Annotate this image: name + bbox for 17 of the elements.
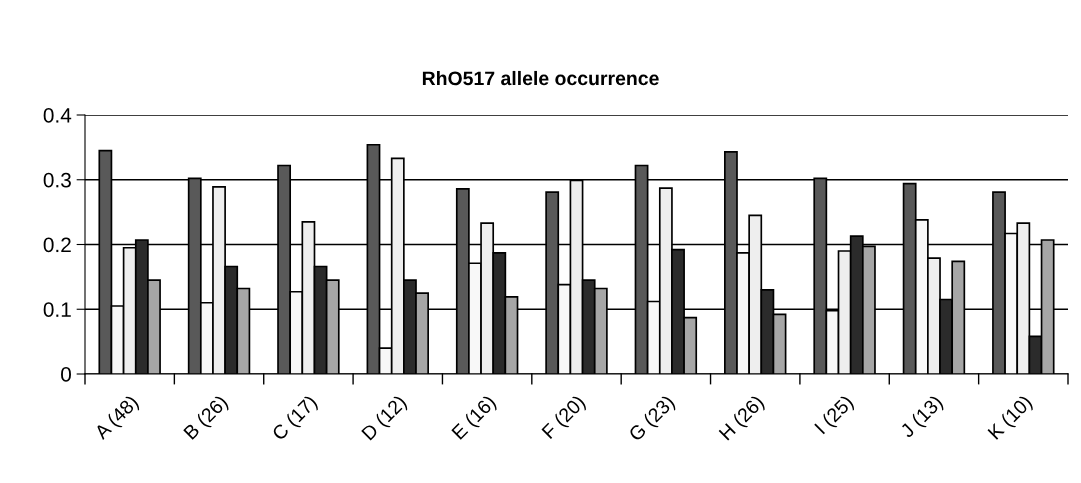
x-tick-label: G (23) bbox=[627, 394, 678, 445]
x-tick-label: C (17) bbox=[270, 394, 321, 444]
y-tick-label: 0 bbox=[61, 367, 71, 382]
x-tick-label: B (26) bbox=[182, 394, 231, 443]
chart-title: RhO517 allele occurrence bbox=[422, 70, 659, 86]
x-tick-label: K (10) bbox=[987, 394, 1036, 443]
x-tick-label: E (16) bbox=[450, 394, 500, 443]
y-tick-label: 0.3 bbox=[43, 172, 71, 188]
x-tick-label: J (13) bbox=[899, 394, 946, 442]
x-tick-label: I (25) bbox=[813, 394, 857, 438]
y-tick-label: 0.1 bbox=[43, 302, 71, 317]
x-tick-label: H (26) bbox=[718, 394, 768, 444]
x-tick-label: F (20) bbox=[540, 394, 589, 442]
x-tick-label: A (48) bbox=[93, 394, 142, 443]
y-tick-label: 0.2 bbox=[43, 237, 71, 253]
x-tick-label: D (12) bbox=[360, 394, 410, 444]
y-tick-label: 0.4 bbox=[43, 108, 72, 123]
